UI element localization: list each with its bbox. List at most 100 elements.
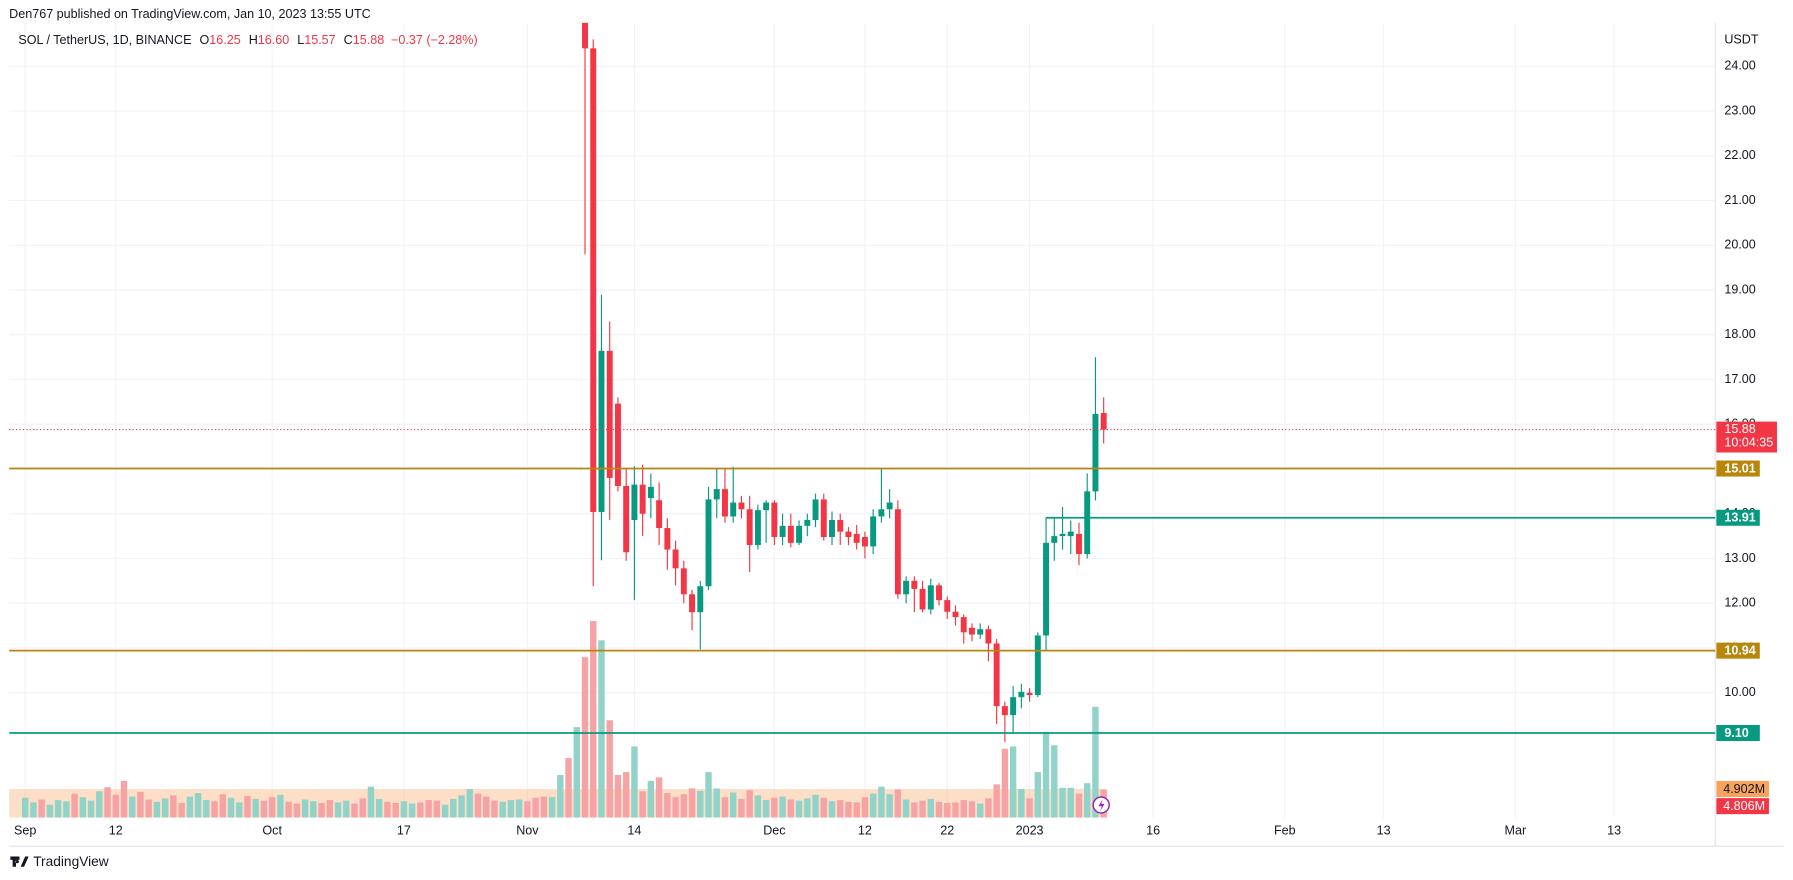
candle-body bbox=[680, 568, 687, 595]
volume-bar bbox=[795, 800, 803, 818]
volume-bar bbox=[293, 803, 301, 818]
volume-bar bbox=[828, 801, 836, 818]
lightning-icon bbox=[1092, 796, 1110, 814]
overlay: 10.0011.0012.0013.0014.0015.0016.0017.00… bbox=[9, 59, 1777, 838]
volume-bar bbox=[96, 791, 103, 818]
candle-body bbox=[1034, 635, 1041, 695]
volume-bar bbox=[277, 794, 284, 818]
y-tick-label: 12.00 bbox=[1724, 596, 1755, 610]
candle-body bbox=[1010, 697, 1017, 716]
candle-body bbox=[960, 617, 967, 633]
volume-bar bbox=[993, 784, 1000, 818]
volume-bar bbox=[145, 799, 152, 818]
volume-last-label-bg bbox=[1716, 798, 1769, 815]
volume-bar bbox=[804, 798, 811, 818]
candle-body bbox=[944, 600, 951, 612]
volume-bar bbox=[581, 657, 589, 818]
volume-bar bbox=[1042, 731, 1050, 818]
volume-bar bbox=[1018, 788, 1025, 818]
volume-bar bbox=[639, 791, 646, 818]
level-label-bg bbox=[1716, 724, 1760, 742]
volume-bar bbox=[647, 780, 655, 818]
volume-bar bbox=[351, 803, 358, 818]
candle-body bbox=[1092, 413, 1099, 492]
x-tick-label: 12 bbox=[109, 824, 123, 838]
volume-bar bbox=[186, 796, 194, 818]
y-tick-label: 10.00 bbox=[1724, 685, 1755, 699]
volume-bar bbox=[194, 793, 202, 818]
volume-bar bbox=[310, 801, 317, 818]
volume-bar bbox=[771, 797, 778, 818]
volume-bar bbox=[63, 801, 70, 818]
volume-bar bbox=[227, 797, 235, 818]
volume-bar bbox=[433, 800, 441, 818]
volume-bar bbox=[268, 797, 276, 818]
candle-body bbox=[656, 500, 663, 529]
candle-body bbox=[829, 520, 835, 538]
candle-body bbox=[878, 509, 885, 517]
candle-body bbox=[689, 594, 696, 613]
volume-bar bbox=[697, 790, 704, 818]
legend-field-value: 15.57 bbox=[304, 33, 335, 47]
volume-bar bbox=[935, 801, 943, 818]
volume-bar bbox=[219, 794, 226, 818]
volume-bar bbox=[236, 802, 243, 818]
volume-bar bbox=[211, 801, 218, 818]
y-tick-label: 23.00 bbox=[1724, 103, 1755, 117]
volume-bar bbox=[71, 793, 78, 818]
volume-bar bbox=[1067, 787, 1074, 818]
x-tick-label: Mar bbox=[1504, 824, 1526, 838]
volume-bar bbox=[1034, 772, 1042, 818]
candle-body bbox=[614, 403, 621, 486]
candle-body bbox=[647, 486, 654, 499]
candle-body bbox=[894, 509, 901, 595]
volume-bar bbox=[606, 720, 613, 818]
candle-body bbox=[927, 585, 934, 610]
volume-bar bbox=[713, 788, 720, 818]
volume-bar bbox=[540, 796, 548, 818]
y-tick-label: 13.00 bbox=[1724, 551, 1755, 565]
candle-body bbox=[713, 489, 720, 500]
volume-bar bbox=[919, 800, 926, 818]
plot-area bbox=[582, 22, 1107, 742]
volume-bar bbox=[1051, 745, 1058, 818]
x-tick-label: Dec bbox=[763, 824, 785, 838]
volume-bar bbox=[326, 800, 334, 818]
volume-bar bbox=[515, 799, 523, 818]
candle-body bbox=[845, 531, 852, 538]
footer-logo bbox=[10, 856, 29, 867]
volume-bar bbox=[120, 780, 128, 818]
y-tick-label: 21.00 bbox=[1724, 193, 1755, 207]
volume-bar bbox=[1084, 783, 1091, 818]
candle-body bbox=[623, 485, 630, 553]
volume-bar bbox=[359, 798, 366, 818]
candle-body bbox=[738, 502, 745, 510]
volume-bar bbox=[557, 774, 564, 818]
x-tick-label: Oct bbox=[262, 824, 282, 838]
volume-bar bbox=[417, 802, 424, 818]
volume-pane bbox=[9, 621, 1108, 818]
volume-bar bbox=[927, 798, 934, 818]
volume-bar bbox=[178, 802, 185, 818]
volume-bar bbox=[450, 798, 457, 818]
volume-bar bbox=[631, 746, 638, 818]
candle-body bbox=[771, 502, 778, 538]
volume-ma-label: 4.902M bbox=[1723, 782, 1765, 796]
candle-body bbox=[582, 22, 588, 49]
y-tick-label: 19.00 bbox=[1724, 282, 1755, 296]
volume-bar bbox=[548, 797, 556, 818]
candle-body bbox=[936, 585, 942, 601]
candle-body bbox=[804, 520, 811, 526]
volume-bar bbox=[869, 793, 877, 818]
volume-bar bbox=[705, 772, 712, 818]
candle-body bbox=[796, 525, 803, 543]
volume-bar bbox=[672, 797, 679, 818]
volume-bar bbox=[499, 801, 506, 818]
candle-body bbox=[1051, 536, 1058, 543]
volume-bar bbox=[524, 801, 531, 818]
volume-bar bbox=[54, 800, 62, 818]
volume-bar bbox=[252, 798, 259, 818]
legend-field-value: 16.25 bbox=[209, 33, 240, 47]
